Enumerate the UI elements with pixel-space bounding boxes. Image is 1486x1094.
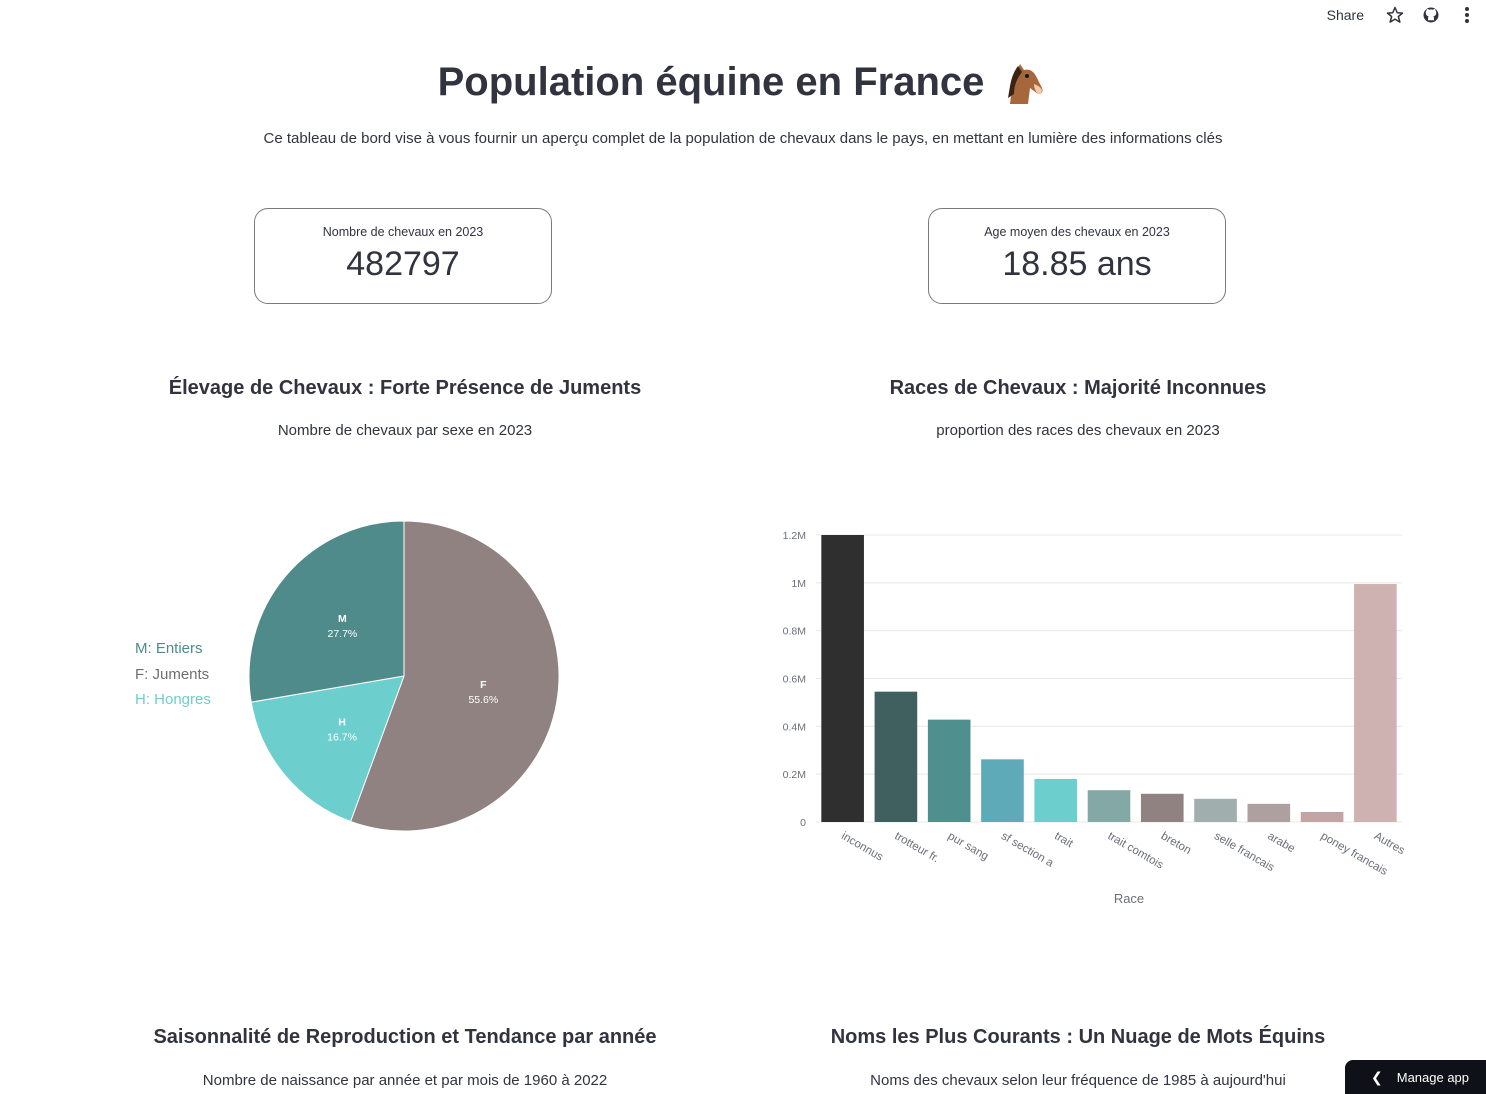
horse-emoji-icon <box>1008 64 1043 104</box>
y-tick-label: 1.2M <box>783 530 806 542</box>
pie-label-m: M <box>338 613 347 625</box>
bar-autres[interactable] <box>1354 584 1397 822</box>
x-tick-label: trait <box>1052 830 1075 850</box>
section-title-names: Noms les Plus Courants : Un Nuage de Mot… <box>830 1026 1326 1048</box>
pie-percent-h: 16.7% <box>327 732 357 744</box>
x-tick-label: pur sang <box>946 830 991 863</box>
chevron-left-icon: ❮ <box>1371 1068 1383 1085</box>
section-subtitle-breeds: proportion des races des chevaux en 2023 <box>936 422 1220 439</box>
bar-poney-francais[interactable] <box>1300 811 1344 822</box>
page-title: Population équine en France <box>437 59 985 104</box>
bar-inconnus[interactable] <box>821 535 864 822</box>
top-toolbar: Share <box>1327 0 1486 30</box>
legend-item-hongres[interactable]: H: Hongres <box>135 691 211 708</box>
bar-selle-francais[interactable] <box>1194 798 1237 822</box>
x-tick-label: Autres <box>1372 830 1407 857</box>
bar-breton[interactable] <box>1140 793 1184 822</box>
section-title-sex: Élevage de Chevaux : Forte Présence de J… <box>168 377 642 399</box>
metric-card-horse-count: Nombre de chevaux en 2023 482797 <box>254 208 552 304</box>
y-tick-label: 1M <box>791 578 806 590</box>
pie-slice-m[interactable] <box>248 520 405 703</box>
y-tick-label: 0.6M <box>783 674 806 686</box>
x-tick-label: arabe <box>1265 830 1296 855</box>
header: Population équine en France <box>0 58 1486 106</box>
section-subtitle-seasonality: Nombre de naissance par année et par moi… <box>202 1072 608 1089</box>
bar-chart-breeds: 0 0.2M 0.4M 0.6M 0.8M 1M 1.2M inconnus trotteur … <box>760 515 1420 915</box>
section-title-breeds: Races de Chevaux : Majorité Inconnues <box>889 377 1267 399</box>
y-tick-label: 0.2M <box>783 769 806 781</box>
pie-slice-h[interactable] <box>250 675 405 823</box>
bar-trait[interactable] <box>1034 778 1078 822</box>
x-tick-label: sf section a <box>999 830 1056 870</box>
star-icon[interactable] <box>1384 4 1406 26</box>
bar-arabe[interactable] <box>1247 803 1291 822</box>
y-tick-label: 0 <box>800 817 806 829</box>
legend-item-juments[interactable]: F: Juments <box>135 665 210 683</box>
section-subtitle-sex: Nombre de chevaux par sexe en 2023 <box>277 422 533 439</box>
pie-percent-m: 27.7% <box>327 628 357 640</box>
pie-label-h: H <box>338 717 346 729</box>
bar-trait-comtois[interactable] <box>1087 790 1131 822</box>
manage-app-button[interactable]: ❮ Manage app <box>1345 1060 1486 1094</box>
github-icon[interactable] <box>1420 4 1442 26</box>
x-tick-label: breton <box>1159 830 1193 857</box>
y-tick-label: 0.4M <box>783 721 806 733</box>
bar-pur-sang[interactable] <box>927 719 971 822</box>
section-subtitle-names: Noms des chevaux selon leur fréquence de… <box>870 1072 1286 1089</box>
section-title-seasonality: Saisonnalité de Reproduction et Tendance… <box>153 1026 657 1048</box>
pie-legend: M: Entiers F: Juments H: Hongres <box>135 636 211 713</box>
pie-percent-f: 55.6% <box>468 694 498 706</box>
metric-card-average-age: Age moyen des chevaux en 2023 18.85 ans <box>928 208 1226 304</box>
metric-label: Nombre de chevaux en 2023 <box>322 225 484 239</box>
pie-label-f: F <box>480 679 487 691</box>
x-tick-label: inconnus <box>839 830 885 864</box>
metric-value: 18.85 ans <box>1002 245 1152 283</box>
share-button[interactable]: Share <box>1326 7 1364 23</box>
more-menu-icon[interactable] <box>1456 4 1478 26</box>
metric-value: 482797 <box>346 245 460 283</box>
y-tick-label: 0.8M <box>783 626 806 638</box>
legend-item-entiers[interactable]: M: Entiers <box>135 640 203 657</box>
metric-label: Age moyen des chevaux en 2023 <box>984 225 1170 239</box>
manage-app-label: Manage app <box>1396 1069 1470 1085</box>
pie-chart-sex: F 55.6% H 16.7% M 27.7% <box>248 520 560 832</box>
pie-slice-f[interactable] <box>349 520 560 832</box>
x-tick-label: trait comtois <box>1106 830 1166 872</box>
bar-trotteur-fr-[interactable] <box>874 691 918 822</box>
bar-sf-section-a[interactable] <box>981 759 1024 822</box>
x-axis-label: Race <box>1114 891 1144 906</box>
x-tick-label: trotteur fr. <box>892 830 941 865</box>
page-subtitle: Ce tableau de bord vise à vous fournir u… <box>263 130 1223 147</box>
